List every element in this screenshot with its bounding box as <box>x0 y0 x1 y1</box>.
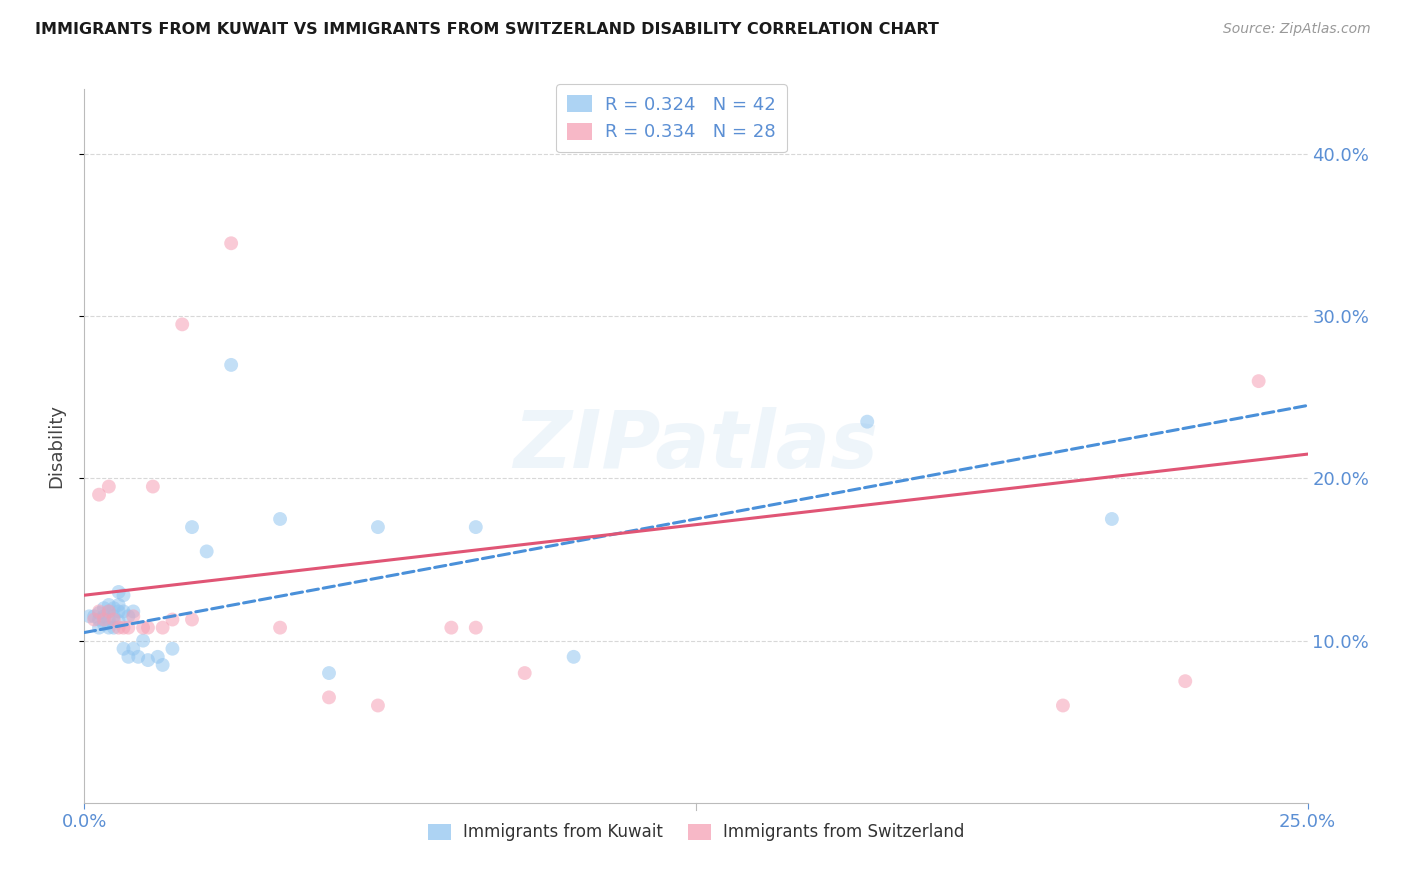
Point <box>219 236 242 251</box>
Point <box>107 585 129 599</box>
Point <box>1052 698 1074 713</box>
Point <box>856 415 879 429</box>
Point <box>1101 512 1123 526</box>
Point <box>269 621 291 635</box>
Point <box>162 613 184 627</box>
Point <box>97 604 120 618</box>
Point <box>142 479 165 493</box>
Y-axis label: Disability: Disability <box>48 404 66 488</box>
Point <box>122 609 145 624</box>
Point <box>93 609 115 624</box>
Point <box>112 588 135 602</box>
Point <box>181 520 204 534</box>
Point <box>103 601 125 615</box>
Point <box>269 512 291 526</box>
Point <box>103 621 125 635</box>
Point <box>97 598 120 612</box>
Point <box>132 633 155 648</box>
Point <box>367 698 389 713</box>
Point <box>107 604 129 618</box>
Point <box>87 613 110 627</box>
Point <box>87 604 110 618</box>
Point <box>112 621 135 635</box>
Point <box>162 641 184 656</box>
Point <box>117 649 139 664</box>
Point <box>127 649 149 664</box>
Point <box>136 653 159 667</box>
Legend: Immigrants from Kuwait, Immigrants from Switzerland: Immigrants from Kuwait, Immigrants from … <box>422 817 970 848</box>
Point <box>117 621 139 635</box>
Point <box>1174 674 1197 689</box>
Point <box>77 609 100 624</box>
Point <box>219 358 242 372</box>
Point <box>440 621 463 635</box>
Point <box>107 621 129 635</box>
Point <box>367 520 389 534</box>
Point <box>513 666 536 681</box>
Point <box>93 601 115 615</box>
Text: IMMIGRANTS FROM KUWAIT VS IMMIGRANTS FROM SWITZERLAND DISABILITY CORRELATION CHA: IMMIGRANTS FROM KUWAIT VS IMMIGRANTS FRO… <box>35 22 939 37</box>
Point <box>117 609 139 624</box>
Point <box>93 613 115 627</box>
Point <box>132 621 155 635</box>
Point <box>87 606 110 620</box>
Point <box>181 613 204 627</box>
Point <box>464 520 486 534</box>
Point <box>172 318 194 332</box>
Point <box>83 609 105 624</box>
Point <box>318 666 340 681</box>
Point <box>122 604 145 618</box>
Point <box>562 649 585 664</box>
Point <box>87 621 110 635</box>
Point <box>103 613 125 627</box>
Point <box>318 690 340 705</box>
Point <box>93 617 115 632</box>
Point <box>112 641 135 656</box>
Point <box>97 479 120 493</box>
Point <box>97 621 120 635</box>
Point <box>152 657 174 672</box>
Point <box>107 598 129 612</box>
Point <box>103 609 125 624</box>
Point <box>122 641 145 656</box>
Point <box>195 544 218 558</box>
Point <box>152 621 174 635</box>
Text: ZIPatlas: ZIPatlas <box>513 407 879 485</box>
Point <box>97 604 120 618</box>
Point <box>136 621 159 635</box>
Text: Source: ZipAtlas.com: Source: ZipAtlas.com <box>1223 22 1371 37</box>
Point <box>1247 374 1270 388</box>
Point <box>83 613 105 627</box>
Point <box>107 614 129 628</box>
Point <box>112 604 135 618</box>
Point <box>146 649 169 664</box>
Point <box>87 488 110 502</box>
Point <box>464 621 486 635</box>
Point <box>97 613 120 627</box>
